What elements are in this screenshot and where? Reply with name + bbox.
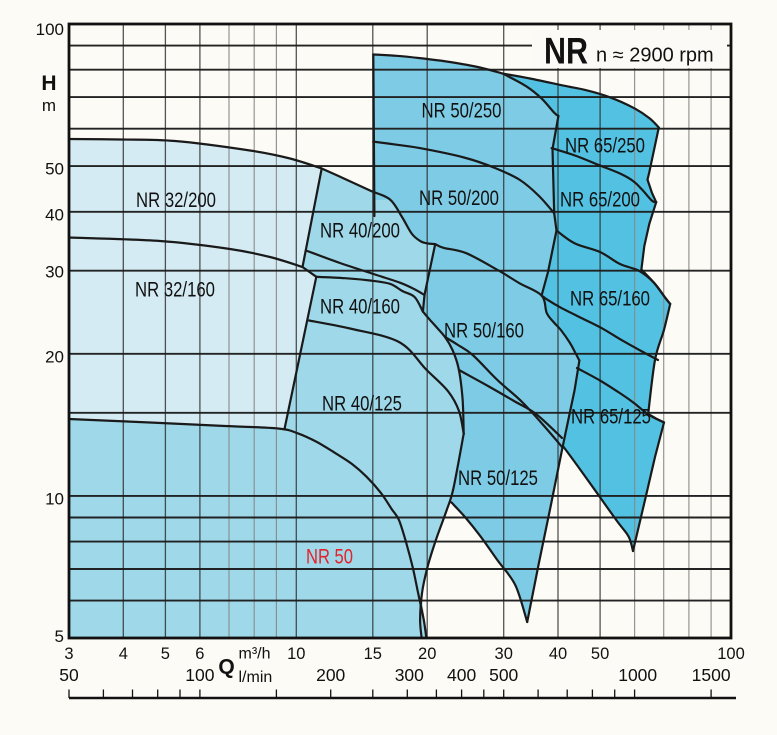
- svg-text:5: 5: [161, 645, 170, 663]
- svg-text:NR: NR: [544, 31, 588, 72]
- svg-text:NR 50/250: NR 50/250: [422, 100, 502, 123]
- svg-text:20: 20: [45, 347, 64, 366]
- svg-text:6: 6: [195, 645, 204, 663]
- svg-text:NR 40/200: NR 40/200: [320, 220, 400, 243]
- svg-text:20: 20: [418, 645, 436, 663]
- svg-text:l/min: l/min: [239, 669, 273, 686]
- svg-text:50: 50: [59, 665, 79, 685]
- svg-text:NR 32/160: NR 32/160: [135, 279, 215, 302]
- svg-text:H: H: [41, 72, 56, 95]
- svg-text:100: 100: [185, 665, 214, 685]
- svg-text:NR 65/200: NR 65/200: [560, 189, 640, 212]
- svg-text:50: 50: [591, 645, 609, 663]
- svg-text:m: m: [42, 96, 56, 115]
- svg-text:30: 30: [45, 263, 64, 282]
- svg-text:n ≈ 2900 rpm: n ≈ 2900 rpm: [596, 45, 714, 67]
- svg-text:300: 300: [395, 665, 424, 685]
- svg-text:1500: 1500: [692, 665, 731, 685]
- svg-text:1000: 1000: [618, 665, 657, 685]
- svg-text:200: 200: [316, 665, 345, 685]
- svg-text:NR 50: NR 50: [306, 546, 353, 569]
- svg-text:100: 100: [717, 645, 745, 663]
- svg-text:50: 50: [45, 160, 64, 179]
- svg-text:NR 50/200: NR 50/200: [419, 187, 499, 210]
- svg-text:30: 30: [495, 645, 513, 663]
- svg-text:Q: Q: [218, 656, 234, 679]
- svg-text:400: 400: [447, 665, 476, 685]
- svg-text:NR 65/125: NR 65/125: [571, 406, 651, 429]
- svg-text:3: 3: [64, 645, 73, 663]
- svg-text:100: 100: [36, 20, 64, 39]
- svg-text:4: 4: [119, 645, 128, 663]
- svg-text:5: 5: [55, 627, 64, 646]
- svg-text:m³/h: m³/h: [239, 646, 271, 663]
- svg-text:NR 65/160: NR 65/160: [570, 288, 650, 311]
- svg-text:10: 10: [45, 489, 64, 508]
- svg-text:500: 500: [489, 665, 518, 685]
- svg-text:40: 40: [549, 645, 567, 663]
- svg-text:40: 40: [45, 205, 64, 224]
- svg-text:NR 50/125: NR 50/125: [458, 467, 538, 490]
- svg-text:NR 50/160: NR 50/160: [444, 320, 524, 343]
- svg-text:15: 15: [364, 645, 382, 663]
- svg-text:NR 40/160: NR 40/160: [320, 296, 400, 319]
- svg-text:NR 32/200: NR 32/200: [136, 189, 216, 212]
- svg-text:10: 10: [287, 645, 305, 663]
- svg-text:NR 65/250: NR 65/250: [565, 135, 645, 158]
- svg-text:NR 40/125: NR 40/125: [322, 393, 402, 416]
